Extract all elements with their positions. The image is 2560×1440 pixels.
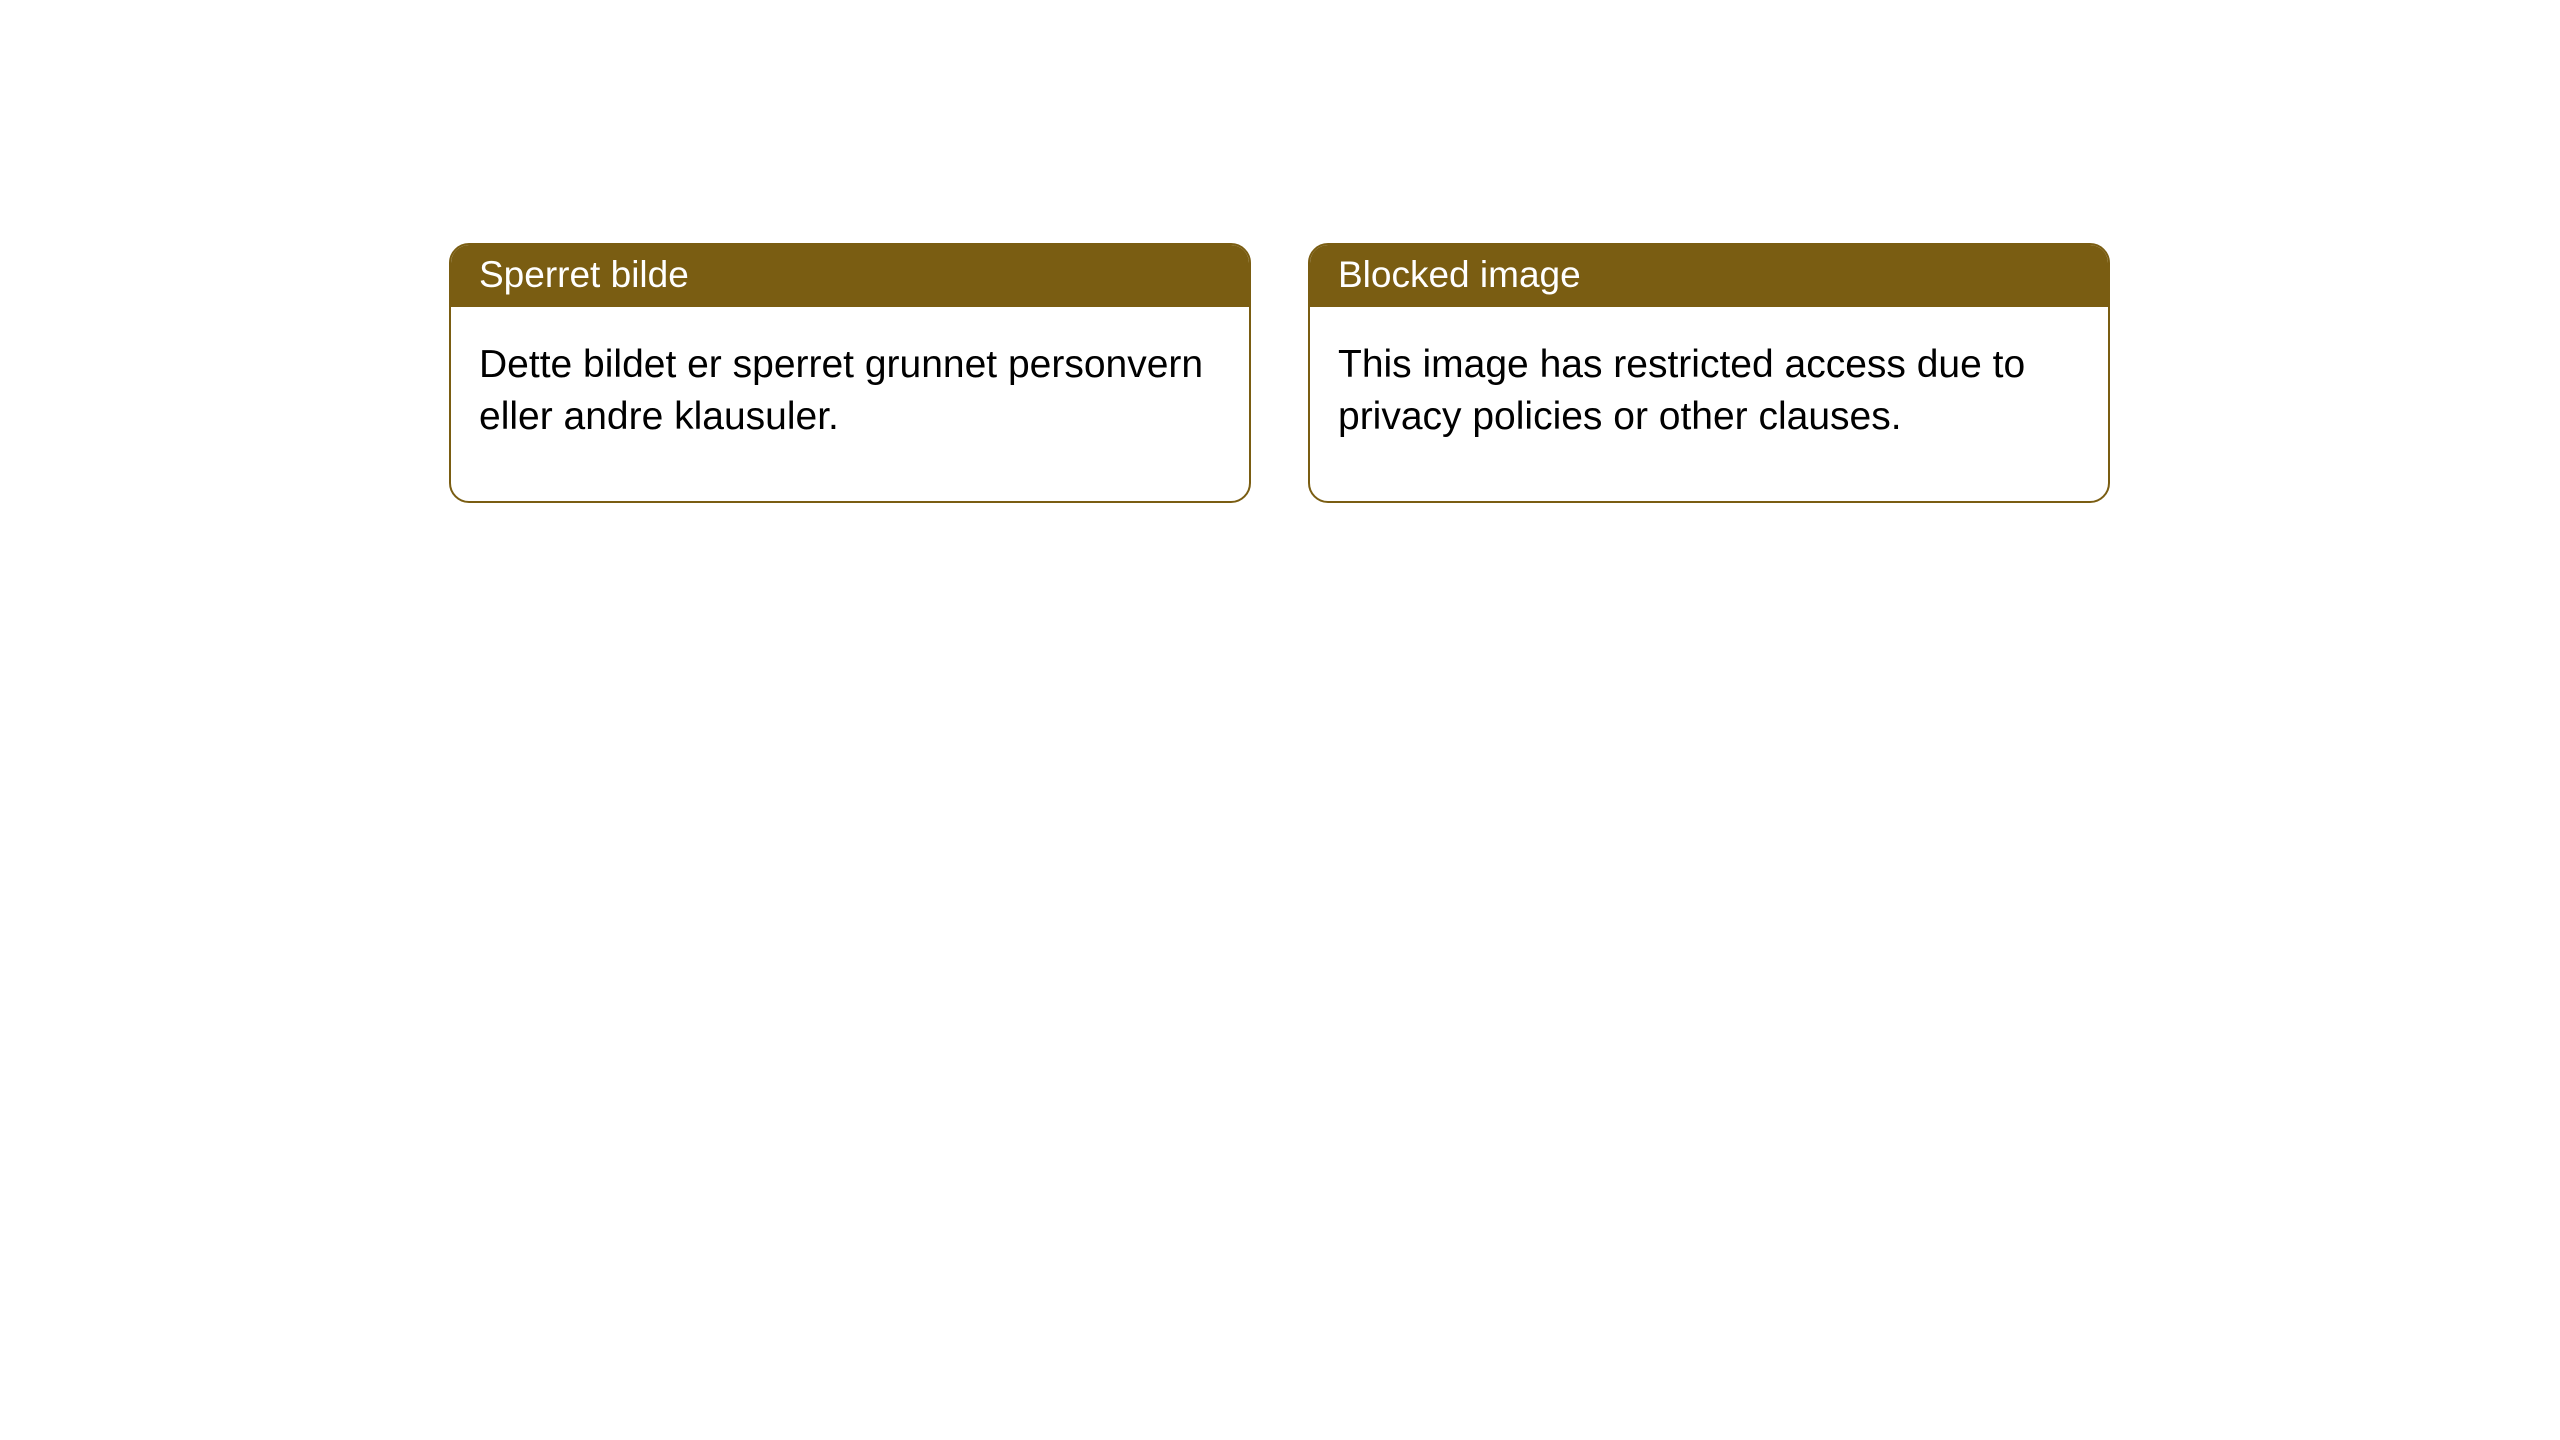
notice-card-english: Blocked image This image has restricted … [1308,243,2110,503]
notice-body: Dette bildet er sperret grunnet personve… [451,307,1249,501]
notice-body: This image has restricted access due to … [1310,307,2108,501]
notice-header: Sperret bilde [451,245,1249,307]
notice-header: Blocked image [1310,245,2108,307]
notice-container: Sperret bilde Dette bildet er sperret gr… [449,243,2110,503]
notice-card-norwegian: Sperret bilde Dette bildet er sperret gr… [449,243,1251,503]
